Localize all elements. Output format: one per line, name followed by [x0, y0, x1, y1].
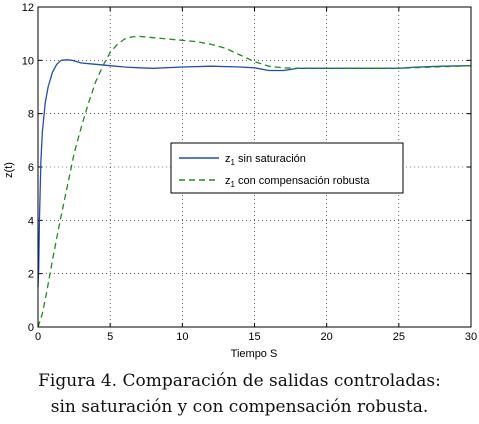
- y-tick-label: 6: [28, 162, 34, 174]
- legend-entry-2-rest: con compensación robusta: [235, 175, 370, 187]
- legend: z1 sin saturación z1 con compensación ro…: [170, 142, 404, 194]
- caption-line-2: sin saturación y con compensación robust…: [50, 397, 429, 417]
- x-axis-label: Tiempo S: [231, 348, 278, 360]
- figure-caption: Figura 4. Comparación de salidas control…: [0, 368, 479, 420]
- legend-entry-1-main: z: [225, 153, 231, 165]
- legend-box: [170, 142, 404, 194]
- y-tick-label: 4: [28, 215, 34, 227]
- y-axis-label: z(t): [3, 162, 15, 178]
- series-line-1: [37, 59, 472, 288]
- legend-entry-1: z1 sin saturación: [225, 153, 306, 167]
- y-tick-label: 8: [28, 109, 34, 121]
- legend-entry-2-main: z: [225, 175, 231, 187]
- x-tick-label: 10: [176, 331, 188, 343]
- x-tick-label: 20: [321, 331, 333, 343]
- series-layer: [37, 35, 472, 328]
- legend-entry-2-sub: 1: [231, 180, 236, 189]
- y-tick-label: 12: [22, 2, 34, 14]
- x-tick-label: 30: [465, 331, 477, 343]
- plot-frame: [37, 6, 472, 328]
- x-tick-label: 25: [393, 331, 405, 343]
- tick-labels: 0 5 10 15 20 25 30 0 2 4 6 8 10 12: [22, 2, 477, 343]
- x-tick-label: 15: [248, 331, 260, 343]
- caption-line-1: Figura 4. Comparación de salidas control…: [38, 371, 441, 391]
- x-tick-label: 5: [107, 331, 113, 343]
- legend-entry-1-rest: sin saturación: [235, 153, 306, 165]
- y-tick-label: 10: [22, 55, 34, 67]
- y-tick-label: 2: [28, 269, 34, 281]
- legend-entry-2: z1 con compensación robusta: [225, 175, 370, 189]
- y-tick-label: 0: [28, 322, 34, 334]
- series-line-2: [37, 35, 472, 328]
- legend-entry-1-sub: 1: [231, 158, 236, 167]
- x-tick-label: 0: [35, 331, 41, 343]
